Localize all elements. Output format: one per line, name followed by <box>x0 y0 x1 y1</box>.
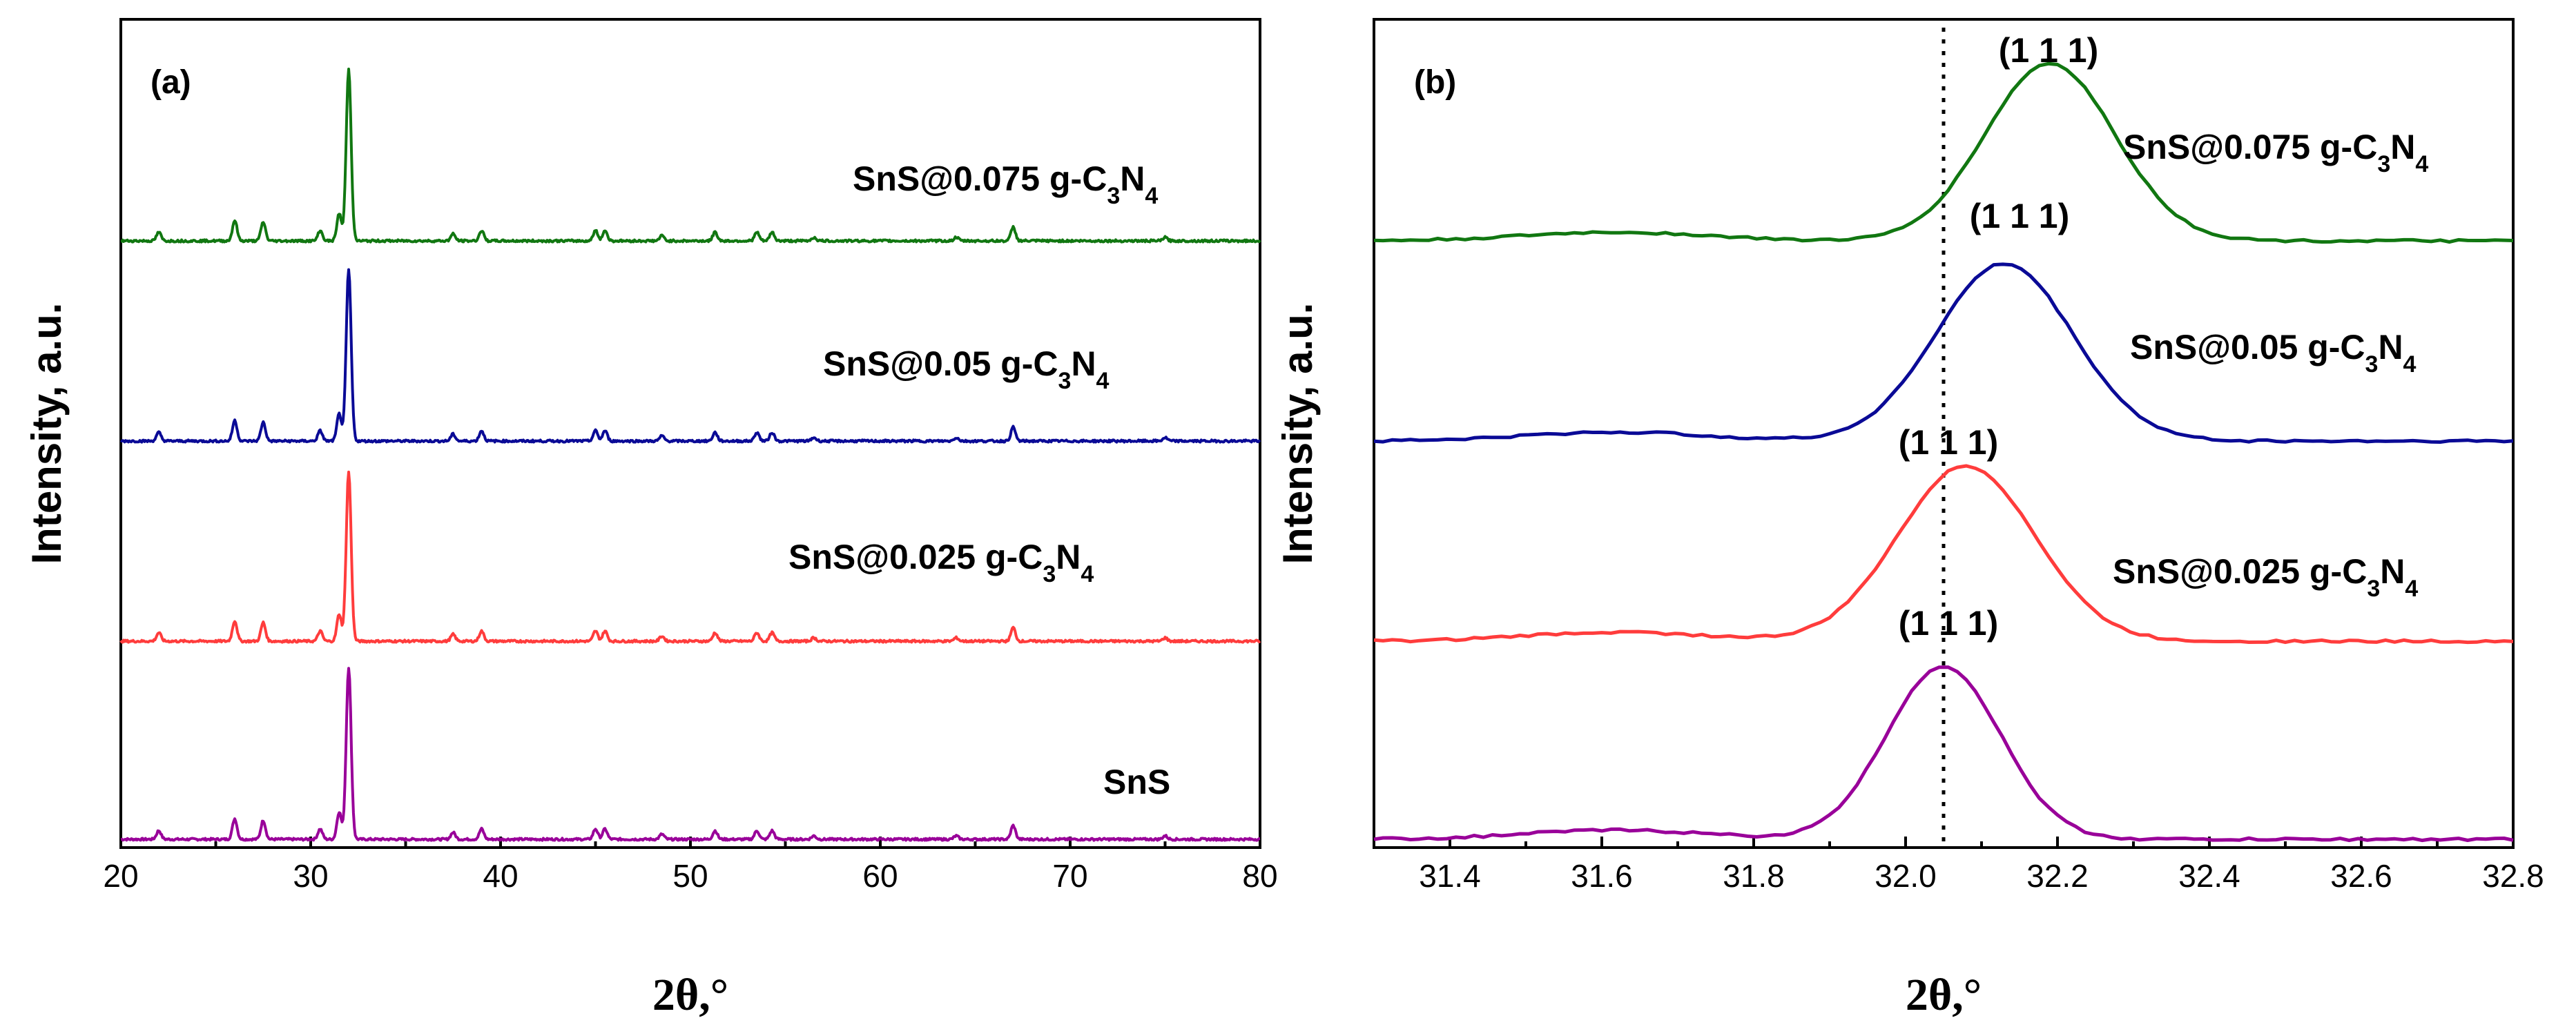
label-mid: N <box>2380 552 2405 591</box>
label-prefix: SnS@0.025 g-C <box>2113 552 2367 591</box>
label-prefix: SnS <box>1103 763 1170 801</box>
label-sub1: 3 <box>1058 368 1072 394</box>
panel-a: 20 30 40 50 60 70 80 (a) Intensity, a.u. 2θ,° … <box>23 18 1278 1020</box>
panel-a-tick-label: 20 <box>103 858 138 894</box>
label-sub1: 3 <box>2367 576 2380 602</box>
panel-b-frame <box>1373 18 2515 849</box>
label-prefix: SnS@0.05 g-C <box>823 344 1058 383</box>
label-sub1: 3 <box>1043 561 1056 587</box>
panel-b-series-line <box>1373 61 2514 244</box>
panel-a-label-sns-0075: SnS@0.075 g-C3N4 <box>853 159 1158 209</box>
panel-b: 31.4 31.6 31.8 32.0 32.2 32.4 32.6 32.8 (b) Int… <box>1275 18 2544 1020</box>
panel-b-label: (b) <box>1414 64 1456 101</box>
panel-a-y-axis-title: Intensity, a.u. <box>23 303 70 565</box>
panel-a-label: (a) <box>151 64 191 101</box>
panel-a-series-line <box>119 470 1261 644</box>
panel-b-y-axis-title: Intensity, a.u. <box>1275 303 1321 565</box>
label-mid: N <box>1071 344 1096 383</box>
panel-b-tick-label: 31.6 <box>1571 858 1633 894</box>
panel-a-series-line <box>120 667 1261 842</box>
panel-b-tick-label: 32.6 <box>2330 858 2392 894</box>
label-mid: N <box>1120 159 1145 198</box>
panel-a-tick-label: 30 <box>293 858 328 894</box>
panel-b-tick-label: 32.0 <box>1875 858 1937 894</box>
panel-b-peak-label-0075: (1 1 1) <box>1999 31 2099 70</box>
panel-a-x-axis-title: 2θ,° <box>652 970 728 1020</box>
panel-b-series-line <box>1373 464 2514 645</box>
label-sub2: 4 <box>1081 561 1094 587</box>
label-mid: N <box>2378 328 2403 366</box>
panel-a-frame <box>119 18 1261 849</box>
panel-a-tick-label: 40 <box>483 858 518 894</box>
panel-a-series-line <box>120 68 1261 244</box>
label-sub2: 4 <box>2415 151 2428 177</box>
panel-b-tick-label: 32.8 <box>2482 858 2544 894</box>
label-sub1: 3 <box>2377 151 2390 177</box>
panel-b-peak-label-sns: (1 1 1) <box>1899 604 1999 643</box>
panel-a-tick-label: 60 <box>862 858 898 894</box>
label-sub2: 4 <box>2405 576 2418 602</box>
label-prefix: SnS@0.075 g-C <box>853 159 1107 198</box>
panel-b-x-ticks: 31.4 31.6 31.8 32.0 32.2 32.4 32.6 32.8 <box>1419 837 2544 894</box>
panel-b-series-line <box>1373 262 2514 444</box>
panel-a-tick-label: 50 <box>672 858 708 894</box>
panel-b-series-line <box>1373 665 2514 843</box>
label-prefix: SnS@0.075 g-C <box>2123 128 2377 166</box>
panel-a-label-sns-005: SnS@0.05 g-C3N4 <box>823 344 1110 394</box>
panel-a-tick-label: 70 <box>1052 858 1087 894</box>
label-sub1: 3 <box>1107 183 1120 209</box>
label-sub2: 4 <box>2403 351 2417 378</box>
label-sub2: 4 <box>1096 368 1110 394</box>
label-sub1: 3 <box>2365 351 2379 378</box>
label-mid: N <box>1056 538 1081 576</box>
panel-b-peak-label-005: (1 1 1) <box>1970 197 2070 235</box>
label-prefix: SnS@0.025 g-C <box>788 538 1043 576</box>
panel-b-label-sns-0075: SnS@0.075 g-C3N4 <box>2123 128 2428 177</box>
panel-b-tick-label: 31.4 <box>1419 858 1481 894</box>
panel-a-label-sns-0025: SnS@0.025 g-C3N4 <box>788 538 1094 587</box>
label-mid: N <box>2390 128 2415 166</box>
panel-a-x-ticks: 20 30 40 50 60 70 80 <box>103 837 1278 894</box>
panel-b-series <box>1373 61 2514 843</box>
panel-b-label-sns-005: SnS@0.05 g-C3N4 <box>2130 328 2417 378</box>
label-sub2: 4 <box>1145 183 1158 209</box>
panel-b-tick-label: 32.2 <box>2026 858 2089 894</box>
panel-a-series-line <box>119 268 1261 444</box>
panel-a-series <box>119 68 1261 842</box>
panel-b-tick-label: 32.4 <box>2178 858 2240 894</box>
panel-a-tick-label: 80 <box>1242 858 1277 894</box>
panel-b-x-axis-title: 2θ,° <box>1906 970 1982 1020</box>
label-prefix: SnS@0.05 g-C <box>2130 328 2365 366</box>
panel-b-peak-label-0025: (1 1 1) <box>1899 423 1999 462</box>
panel-b-tick-label: 31.8 <box>1723 858 1785 894</box>
panel-a-label-sns: SnS <box>1103 763 1170 801</box>
panel-b-label-sns-0025: SnS@0.025 g-C3N4 <box>2113 552 2418 602</box>
